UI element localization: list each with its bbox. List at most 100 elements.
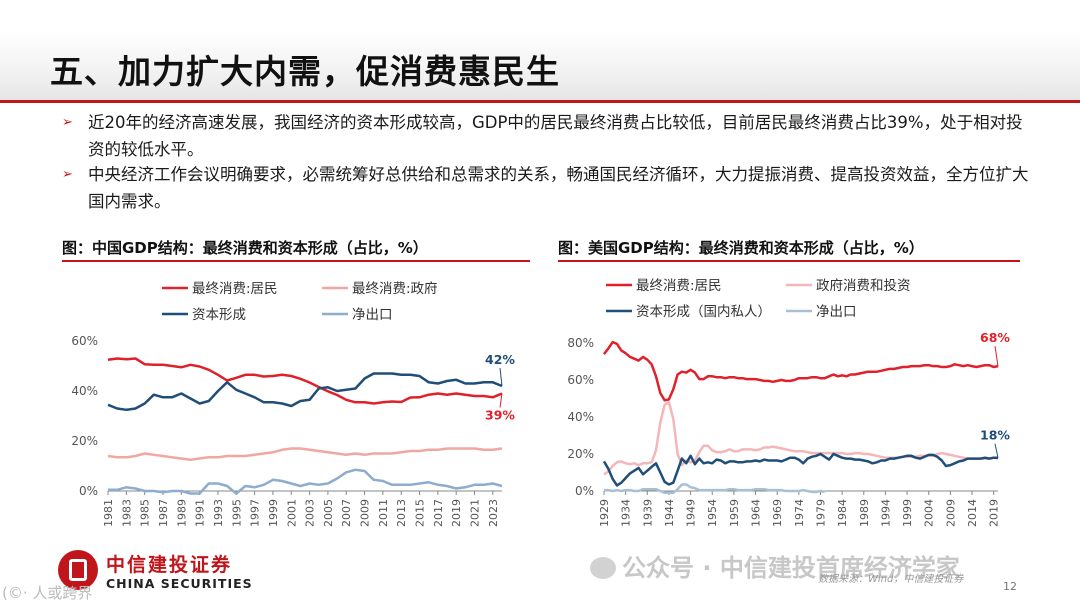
x-tick-label: 2015 <box>414 499 427 527</box>
legend-label: 最终消费:居民 <box>192 281 278 297</box>
annotation-leader <box>499 367 503 387</box>
y-tick-label: 80% <box>567 336 594 350</box>
y-tick-label: 60% <box>567 373 594 387</box>
annotation-label: 18% <box>980 428 1010 443</box>
x-tick-label: 2004 <box>923 499 936 527</box>
x-tick-label: 2019 <box>988 499 1001 527</box>
x-tick-label: 1987 <box>157 499 170 527</box>
legend-label: 资本形成 <box>192 307 246 323</box>
title-background <box>0 30 1080 100</box>
bullet-arrow-icon: ➢ <box>62 115 73 130</box>
legend-label: 资本形成（国内私人） <box>636 304 771 320</box>
x-tick-label: 2019 <box>450 499 463 527</box>
x-tick-label: 1994 <box>879 499 892 527</box>
x-tick-label: 2005 <box>322 499 335 527</box>
x-tick-label: 1999 <box>267 499 280 527</box>
title-underline <box>0 100 1080 103</box>
watermark-text: 公众号 · 中信建投首席经济学家 <box>622 554 960 582</box>
x-tick-label: 1985 <box>139 499 152 527</box>
annotation-label: 42% <box>485 352 515 367</box>
x-tick-label: 1979 <box>814 499 827 527</box>
series-line <box>107 447 503 462</box>
x-tick-label: 2009 <box>359 499 372 527</box>
legend-label: 最终消费:政府 <box>352 281 438 297</box>
wechat-watermark: 公众号 · 中信建投首席经济学家 <box>590 548 960 583</box>
series-line <box>107 372 503 412</box>
x-tick-label: 2021 <box>469 499 482 527</box>
series-line <box>602 452 998 487</box>
x-tick-label: 1995 <box>230 499 243 527</box>
x-tick-label: 1993 <box>212 499 225 527</box>
series-line <box>108 468 503 495</box>
wechat-icon <box>590 557 616 579</box>
legend-label: 净出口 <box>352 307 393 323</box>
y-tick-label: 0% <box>79 484 98 498</box>
x-tick-label: 2023 <box>487 499 500 527</box>
x-tick-label: 1999 <box>901 499 914 527</box>
annotation-label: 68% <box>980 330 1010 345</box>
page-title: 五、加力扩大内需，促消费惠民生 <box>50 52 560 91</box>
legend-label: 政府消费和投资 <box>816 278 911 294</box>
x-tick-label: 1954 <box>706 499 719 527</box>
series-line <box>603 340 999 402</box>
series-line <box>604 483 826 495</box>
logo-name-en: CHINA SECURITIES <box>106 576 253 591</box>
data-source: 数据来源：Wind，中信建投证券 <box>818 574 964 585</box>
annotation-leader <box>499 393 503 408</box>
x-tick-label: 2009 <box>944 499 957 527</box>
x-tick-label: 1964 <box>750 499 763 527</box>
logo-name-cn: 中信建投证券 <box>106 554 233 576</box>
bullet-arrow-icon: ➢ <box>62 167 73 182</box>
x-tick-label: 1989 <box>175 499 188 527</box>
x-tick-label: 1981 <box>102 499 115 527</box>
series-line <box>107 357 503 405</box>
bullet-item: ➢ 中央经济工作会议明确要求，必需统筹好总供给和总需求的关系，畅通国民经济循环，… <box>62 161 1032 215</box>
x-tick-label: 1959 <box>728 499 741 527</box>
bullet-text: 中央经济工作会议明确要求，必需统筹好总供给和总需求的关系，畅通国民经济循环，大力… <box>88 165 1029 211</box>
x-tick-label: 1949 <box>685 499 698 527</box>
x-tick-label: 2017 <box>432 499 445 527</box>
series-line <box>603 400 999 476</box>
y-tick-label: 40% <box>567 410 594 424</box>
x-tick-label: 2014 <box>966 499 979 527</box>
x-tick-label: 1939 <box>641 499 654 527</box>
x-tick-label: 1989 <box>858 499 871 527</box>
watermark-left: (©· 人或跨界 <box>2 584 93 602</box>
us-chart-title: 图：美国GDP结构：最终消费和资本形成（占比，%） <box>558 239 924 257</box>
china-chart-title-rule <box>62 260 530 262</box>
x-tick-label: 1974 <box>793 499 806 527</box>
title-bar: 五、加力扩大内需，促消费惠民生 <box>0 0 1080 105</box>
x-tick-label: 1944 <box>663 499 676 527</box>
y-tick-label: 0% <box>575 484 594 498</box>
x-tick-label: 1983 <box>120 499 133 527</box>
annotation-leader <box>994 346 999 367</box>
x-tick-label: 2013 <box>395 499 408 527</box>
x-tick-label: 2011 <box>377 499 390 527</box>
x-tick-label: 1934 <box>620 499 633 527</box>
legend-label: 最终消费:居民 <box>636 278 722 294</box>
legend-label: 净出口 <box>816 304 857 320</box>
logo-seal-icon <box>58 550 98 590</box>
bullet-item: ➢ 近20年的经济高速发展，我国经济的资本形成较高，GDP中的居民最终消费占比较… <box>62 109 1032 163</box>
annotation-label: 39% <box>485 408 515 423</box>
y-tick-label: 20% <box>71 434 98 448</box>
x-tick-label: 1991 <box>194 499 207 527</box>
us-chart-title-rule <box>558 260 1020 262</box>
china-chart-title: 图：中国GDP结构：最终消费和资本形成（占比，%） <box>62 239 428 257</box>
x-tick-label: 1997 <box>249 499 262 527</box>
annotation-leader <box>994 443 999 458</box>
x-tick-label: 2001 <box>285 499 298 527</box>
page-number: 12 <box>1003 580 1017 593</box>
x-tick-label: 1969 <box>771 499 784 527</box>
y-tick-label: 40% <box>71 384 98 398</box>
x-tick-label: 2003 <box>304 499 317 527</box>
y-tick-label: 20% <box>567 447 594 461</box>
y-tick-label: 60% <box>71 334 98 348</box>
x-tick-label: 1929 <box>598 499 611 527</box>
x-tick-label: 2007 <box>340 499 353 527</box>
china-securities-logo: 中信建投证券 CHINA SECURITIES <box>58 548 268 598</box>
x-tick-label: 1984 <box>836 499 849 527</box>
bullet-text: 近20年的经济高速发展，我国经济的资本形成较高，GDP中的居民最终消费占比较低，… <box>88 113 1023 159</box>
